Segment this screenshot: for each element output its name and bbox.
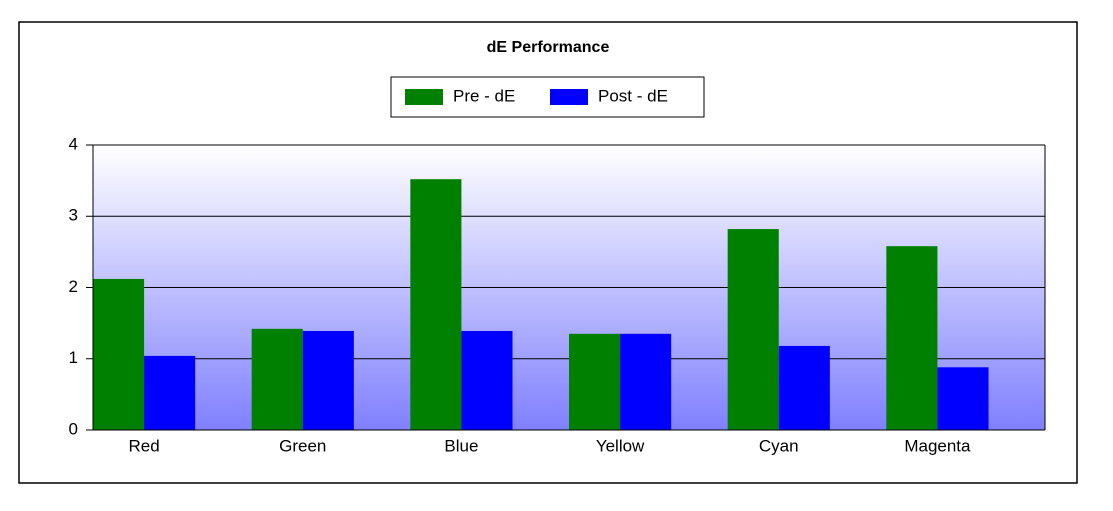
chart-title: dE Performance bbox=[487, 39, 610, 56]
bar bbox=[144, 355, 196, 430]
legend-swatch bbox=[405, 89, 443, 105]
y-tick-label: 4 bbox=[69, 134, 78, 153]
y-tick-label: 0 bbox=[69, 419, 78, 438]
legend bbox=[390, 76, 705, 118]
bar bbox=[93, 278, 145, 430]
bar bbox=[727, 229, 779, 430]
bar bbox=[778, 345, 830, 430]
bar bbox=[302, 330, 354, 430]
x-tick-label: Cyan bbox=[759, 436, 799, 455]
x-tick-label: Magenta bbox=[904, 436, 971, 455]
legend-label: Pre - dE bbox=[453, 86, 515, 105]
bar bbox=[886, 246, 938, 430]
y-tick-label: 1 bbox=[69, 348, 78, 367]
x-tick-label: Red bbox=[128, 436, 159, 455]
y-tick-label: 2 bbox=[69, 277, 78, 296]
bar bbox=[410, 179, 462, 430]
bar bbox=[251, 328, 303, 430]
bar bbox=[620, 333, 672, 430]
legend-swatch bbox=[550, 89, 588, 105]
bar bbox=[461, 330, 513, 430]
bar bbox=[569, 333, 621, 430]
bar bbox=[937, 367, 989, 430]
x-tick-label: Blue bbox=[444, 436, 478, 455]
legend-label: Post - dE bbox=[598, 86, 668, 105]
y-tick-label: 3 bbox=[69, 206, 78, 225]
x-tick-label: Yellow bbox=[596, 436, 645, 455]
x-tick-label: Green bbox=[279, 436, 326, 455]
